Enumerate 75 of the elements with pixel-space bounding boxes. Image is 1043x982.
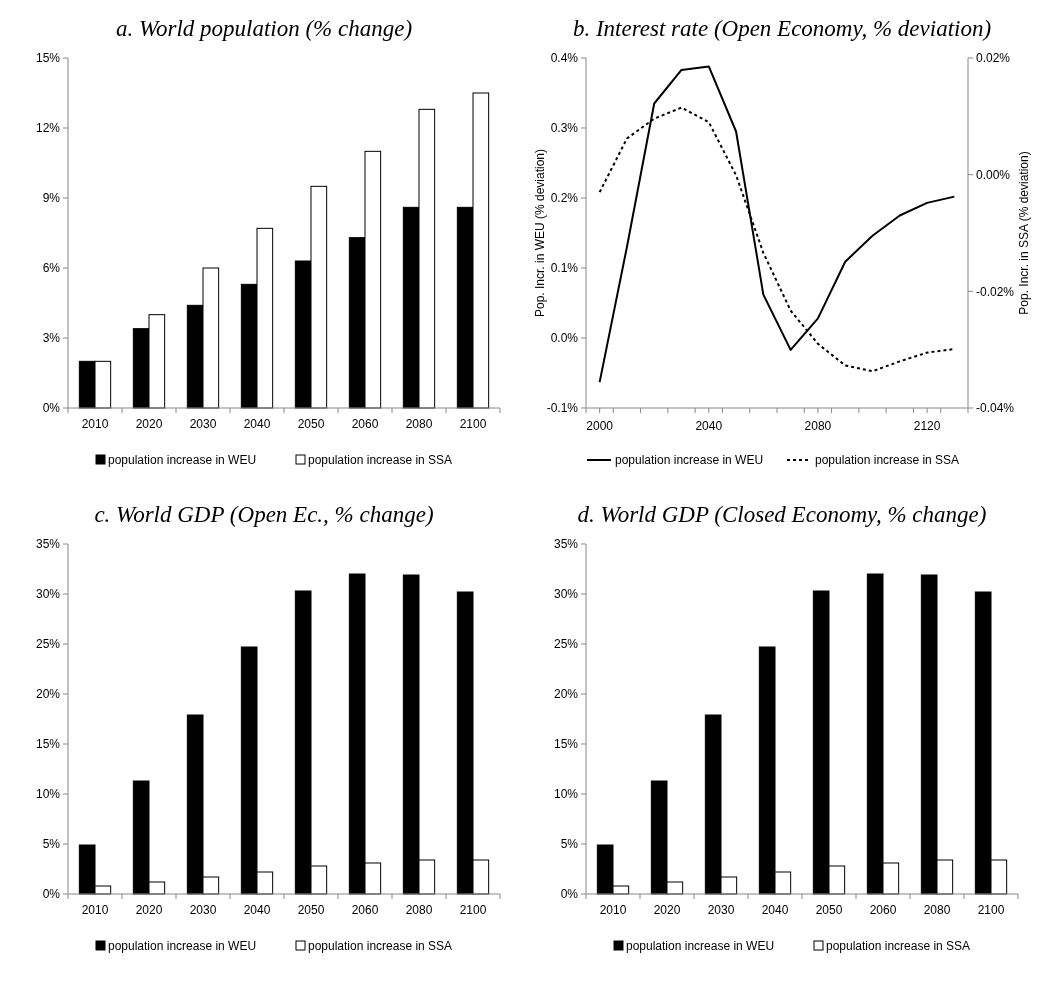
chart-title: d. World GDP (Closed Economy, % change) <box>577 502 987 527</box>
x-tick-label: 2050 <box>297 417 325 431</box>
x-tick-label: 2010 <box>81 903 109 917</box>
y-tick-label: 0.1% <box>550 261 579 276</box>
x-tick-label: 2080 <box>405 417 433 431</box>
x-tick-label: 2010 <box>599 903 627 917</box>
y2-axis-title: Pop. Incr. in SSA (% deviation) <box>1017 151 1031 315</box>
line-series <box>598 65 956 384</box>
y-tick-label: 35% <box>553 537 579 552</box>
y-tick-label: 0% <box>42 401 61 416</box>
y-tick-label: 30% <box>35 587 61 602</box>
y2-tick-label: -0.04% <box>976 401 1015 416</box>
y-tick-label: 15% <box>553 737 579 752</box>
chart-title: a. World population (% change) <box>115 16 413 41</box>
x-tick-label: 2050 <box>815 903 843 917</box>
x-tick-label: 2040 <box>761 903 789 917</box>
x-tick-label: 2080 <box>923 903 951 917</box>
y-tick-label: 35% <box>35 537 61 552</box>
x-tick-label: 2100 <box>459 417 487 431</box>
x-tick-label: 2000 <box>586 419 614 433</box>
y2-tick-label: -0.02% <box>976 284 1015 299</box>
x-tick-label: 2120 <box>913 419 941 433</box>
legend-label: population increase in SSA <box>308 453 453 467</box>
legend-label: population increase in WEU <box>108 939 257 953</box>
x-tick-label: 2020 <box>135 417 163 431</box>
x-tick-label: 2100 <box>459 903 487 917</box>
y2-tick-label: 0.00% <box>976 167 1011 182</box>
x-tick-label: 2060 <box>351 417 379 431</box>
x-tick-label: 2020 <box>653 903 681 917</box>
legend-label: population increase in SSA <box>815 453 960 467</box>
x-tick-label: 2080 <box>804 419 832 433</box>
x-tick-label: 2060 <box>869 903 897 917</box>
x-tick-label: 2060 <box>351 903 379 917</box>
y-tick-label: 20% <box>35 687 61 702</box>
x-tick-label: 2030 <box>189 417 217 431</box>
y-tick-label: 30% <box>553 587 579 602</box>
x-tick-label: 2040 <box>243 903 271 917</box>
y2-tick-label: 0.02% <box>976 51 1011 66</box>
y-tick-label: 0.4% <box>550 51 579 66</box>
y-tick-label: 10% <box>553 787 579 802</box>
y-tick-label: 10% <box>35 787 61 802</box>
y-tick-label: 9% <box>42 191 61 206</box>
y-tick-label: 25% <box>35 637 61 652</box>
y-tick-label: 0.0% <box>550 331 579 346</box>
y-tick-label: 20% <box>553 687 579 702</box>
legend-label: population increase in WEU <box>615 453 764 467</box>
chart-title: c. World GDP (Open Ec., % change) <box>94 502 434 527</box>
y-tick-label: 5% <box>42 837 61 852</box>
y-tick-label: 0.2% <box>550 191 579 206</box>
y-tick-label: 6% <box>42 261 61 276</box>
chart-title: b. Interest rate (Open Economy, % deviation) <box>572 16 992 41</box>
legend-label: population increase in SSA <box>826 939 971 953</box>
x-tick-label: 2040 <box>243 417 271 431</box>
y-tick-label: 15% <box>35 51 61 66</box>
x-tick-label: 2030 <box>189 903 217 917</box>
y-tick-label: 12% <box>35 121 61 136</box>
x-tick-label: 2040 <box>695 419 723 433</box>
y-tick-label: 0% <box>560 887 579 902</box>
y-tick-label: -0.1% <box>546 401 579 416</box>
legend-label: population increase in WEU <box>626 939 775 953</box>
x-tick-label: 2010 <box>81 417 109 431</box>
legend-label: population increase in WEU <box>108 453 257 467</box>
y-tick-label: 0.3% <box>550 121 579 136</box>
legend-label: population increase in SSA <box>308 939 453 953</box>
y-tick-label: 0% <box>42 887 61 902</box>
y-tick-label: 3% <box>42 331 61 346</box>
x-tick-label: 2050 <box>297 903 325 917</box>
y-axis-title: Pop. Incr. in WEU (% deviation) <box>533 148 547 318</box>
y-tick-label: 5% <box>560 837 579 852</box>
y-tick-label: 25% <box>553 637 579 652</box>
x-tick-label: 2080 <box>405 903 433 917</box>
y-tick-label: 15% <box>35 737 61 752</box>
x-tick-label: 2020 <box>135 903 163 917</box>
x-tick-label: 2030 <box>707 903 735 917</box>
x-tick-label: 2100 <box>977 903 1005 917</box>
